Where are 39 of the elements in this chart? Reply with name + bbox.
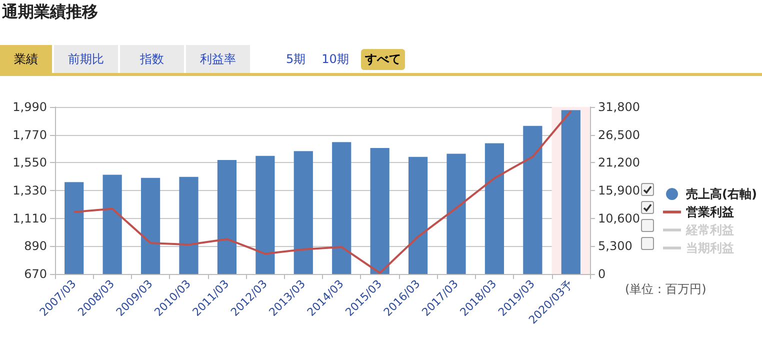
- legend-label: 営業利益: [686, 205, 734, 219]
- y-tick-label: 1,550: [12, 156, 47, 170]
- y-tick-label: 890: [24, 239, 47, 254]
- bar: [370, 148, 390, 274]
- text: 指数: [120, 45, 184, 73]
- text: 業績: [0, 45, 52, 73]
- bar: [294, 151, 313, 274]
- bar: [256, 156, 275, 274]
- y2-tick-label: 21,200: [598, 156, 640, 170]
- y2-tick-label: 0: [598, 267, 606, 281]
- y-tick-label: 1,770: [12, 128, 47, 142]
- y2-tick-label: 15,900: [598, 184, 640, 198]
- line-series: [73, 110, 572, 274]
- y2-tick-label: 10,600: [598, 211, 640, 226]
- bar: [217, 160, 237, 274]
- legend-label: 売上高(右軸): [686, 187, 757, 201]
- text: (単位：百万円): [625, 281, 706, 298]
- bar: [523, 126, 542, 274]
- chart-title: 通期業績推移: [2, 2, 98, 23]
- text: 10期: [320, 50, 350, 68]
- y2-tick-label: 5,300: [598, 239, 632, 254]
- y2-tick-label: 31,800: [598, 100, 640, 114]
- bar: [408, 156, 428, 274]
- bar: [484, 143, 504, 274]
- bar: [179, 176, 198, 274]
- y-tick-label: 1,330: [12, 184, 47, 198]
- text: 5期: [285, 50, 307, 68]
- y-tick-label: 670: [24, 267, 47, 281]
- bar: [140, 178, 160, 274]
- bar: [64, 182, 84, 274]
- bar: [102, 174, 122, 274]
- bar: [332, 142, 352, 274]
- text: 前期比: [54, 45, 118, 73]
- y2-tick-label: 26,500: [598, 128, 640, 142]
- bar: [446, 154, 466, 274]
- text: すべて: [360, 48, 405, 70]
- y-tick-label: 1,990: [12, 100, 47, 114]
- text: 利益率: [186, 45, 250, 73]
- y-tick-label: 1,110: [12, 211, 47, 226]
